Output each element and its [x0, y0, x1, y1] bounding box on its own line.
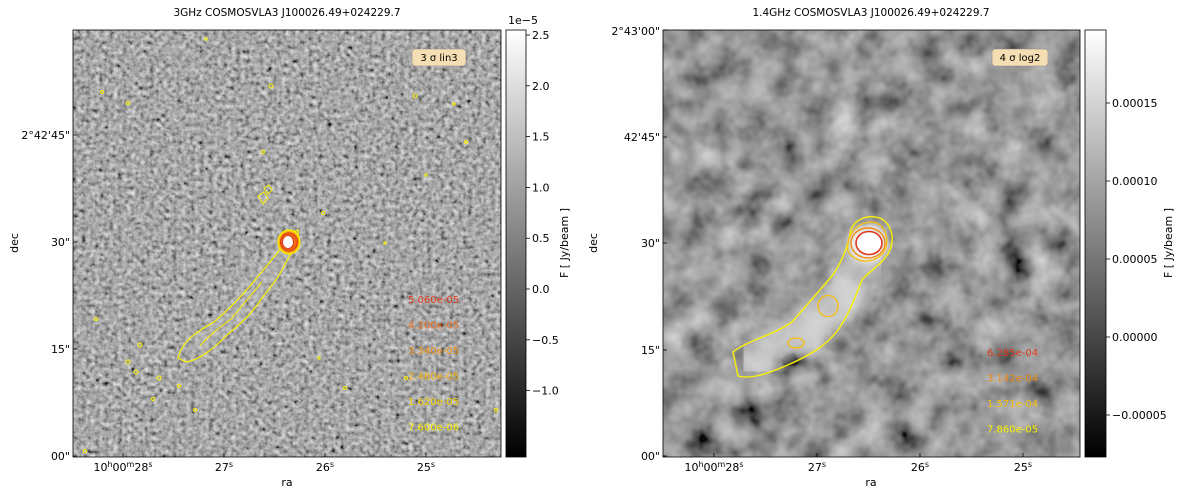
left-level-label-5: 7.600e-06 — [408, 423, 459, 434]
right-colorbar-tick-3: 0.00000 — [1112, 331, 1158, 344]
right-image — [663, 30, 1080, 457]
left-x-tickmarks — [122, 453, 427, 457]
left-colorbar-tick-4: 0.5 — [532, 232, 550, 245]
left-colorbar-tick-5: 0.0 — [532, 283, 550, 296]
left-colorbar-tick-6: −0.5 — [532, 334, 559, 347]
left-badge-box — [411, 48, 467, 67]
left-ylabel: dec — [8, 233, 21, 253]
left-y-tick-2: 15" — [51, 343, 70, 356]
right-x-tickmarks — [713, 453, 1024, 457]
right-y-tickmarks — [663, 29, 667, 457]
right-axes-frame — [662, 29, 1081, 458]
right-core-mid — [850, 227, 886, 259]
right-y-tick-0: 2°43'00" — [611, 25, 660, 38]
right-badge: 4 σ log2 — [1000, 53, 1041, 64]
right-core-peak — [855, 230, 883, 256]
right-colorbar-tick-1: 0.00010 — [1112, 175, 1158, 188]
left-y-tick-3: 00" — [51, 450, 70, 463]
left-colorbar-tick-3: 1.0 — [532, 181, 550, 194]
left-badge: 3 σ lin3 — [420, 53, 457, 64]
left-y-tick-1: 30" — [51, 236, 70, 249]
right-contour-knot2 — [787, 337, 805, 349]
right-x-tick-3: 25s — [1014, 460, 1032, 474]
right-colorbar-tick-2: 0.00005 — [1112, 253, 1158, 266]
right-contour-levels: 6.285e-04 3.142e-04 1.571e-04 7.860e-05 — [987, 348, 1038, 436]
left-colorbar-tick-1: 2.0 — [532, 80, 550, 93]
left-x-tick-0: 10h00m28s — [93, 460, 152, 474]
right-x-tick-2: 26s — [911, 460, 929, 474]
right-contour-knot — [817, 294, 839, 318]
right-badge-box — [991, 48, 1049, 67]
right-y-tick-4: 00" — [641, 450, 660, 463]
right-colorbar — [1084, 29, 1107, 458]
right-y-tick-2: 30" — [641, 237, 660, 250]
right-colorbar-tick-0: 0.00015 — [1112, 97, 1158, 110]
right-xlabel: ra — [865, 476, 876, 489]
left-image — [73, 30, 501, 457]
left-noise-contours — [83, 37, 498, 453]
left-colorbar-ticks: 2.5 2.0 1.5 1.0 0.5 0.0 −0.5 −1.0 — [526, 29, 559, 398]
right-level-label-0: 6.285e-04 — [987, 348, 1038, 359]
left-colorbar-label: F [ Jy/beam ] — [558, 208, 571, 278]
right-y-tick-1: 42'45" — [624, 131, 660, 144]
left-x-tick-3: 25s — [417, 460, 435, 474]
left-level-label-1: 4.200e-05 — [408, 321, 459, 332]
left-level-label-3: 2.480e-05 — [408, 372, 459, 383]
left-level-label-0: 5.060e-05 — [408, 295, 459, 306]
left-xlabel: ra — [281, 476, 292, 489]
left-core-peak — [282, 235, 294, 249]
right-contour-outer — [732, 216, 893, 378]
left-colorbar-tick-0: 2.5 — [532, 29, 550, 42]
left-y-tick-0: 2°42'45" — [21, 129, 70, 142]
right-x-tick-0: 10h00m28s — [684, 460, 743, 474]
left-colorbar-tick-2: 1.5 — [532, 131, 550, 144]
right-x-tick-1: 27s — [808, 460, 826, 474]
left-contour-levels: 5.060e-05 4.200e-05 3.340e-05 2.480e-05 1.62… — [408, 295, 459, 434]
right-contour-inner — [847, 221, 888, 262]
right-title: 1.4GHz COSMOSVLA3 J100026.49+024229.7 — [752, 7, 989, 19]
right-ylabel: dec — [587, 233, 600, 253]
right-colorbar-ticks: 0.00015 0.00010 0.00005 0.00000 −0.00005 — [1106, 97, 1167, 422]
right-y-tick-3: 15" — [641, 344, 660, 357]
right-colorbar-tick-4: −0.00005 — [1112, 409, 1167, 422]
right-colorbar-label: F [ Jy/beam ] — [1162, 208, 1175, 278]
right-level-label-1: 3.142e-04 — [987, 374, 1038, 385]
left-contour-outer — [177, 229, 299, 363]
left-contour-inner — [199, 281, 263, 347]
right-level-label-2: 1.571e-04 — [987, 399, 1038, 410]
left-contour-island — [257, 191, 269, 205]
left-colorbar — [505, 29, 527, 458]
left-axes-frame — [72, 29, 502, 458]
left-y-tickmarks — [73, 134, 77, 457]
left-level-label-4: 1.620e-05 — [408, 397, 459, 408]
left-colorbar-offset: 1e−5 — [508, 14, 538, 27]
left-level-label-2: 3.340e-05 — [408, 346, 459, 357]
right-level-label-3: 7.860e-05 — [987, 425, 1038, 436]
left-x-tick-2: 26s — [316, 460, 334, 474]
left-x-tick-1: 27s — [215, 460, 233, 474]
left-title: 3GHz COSMOSVLA3 J100026.49+024229.7 — [173, 7, 400, 19]
left-colorbar-tick-7: −1.0 — [532, 385, 559, 398]
